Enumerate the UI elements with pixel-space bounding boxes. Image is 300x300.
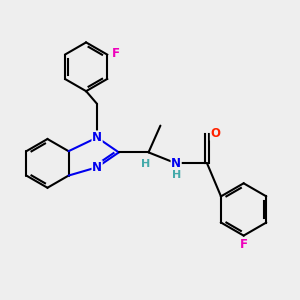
Text: H: H — [141, 159, 150, 169]
Text: H: H — [172, 170, 181, 180]
Text: N: N — [92, 131, 102, 144]
Text: O: O — [210, 127, 220, 140]
Text: N: N — [171, 157, 181, 170]
Text: F: F — [240, 238, 248, 251]
Text: F: F — [112, 46, 119, 60]
Text: N: N — [92, 161, 102, 174]
